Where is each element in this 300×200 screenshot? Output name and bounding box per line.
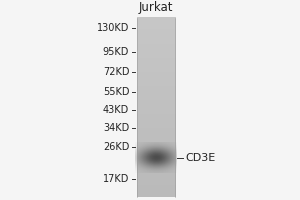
Text: 26KD: 26KD [103, 142, 129, 152]
Text: 17KD: 17KD [103, 174, 129, 184]
Text: 55KD: 55KD [103, 87, 129, 97]
Text: 72KD: 72KD [103, 67, 129, 77]
Text: 95KD: 95KD [103, 47, 129, 57]
Text: Jurkat: Jurkat [139, 1, 173, 14]
Text: 130KD: 130KD [97, 23, 129, 33]
Text: CD3E: CD3E [186, 153, 216, 163]
Text: 43KD: 43KD [103, 105, 129, 115]
Text: 34KD: 34KD [103, 123, 129, 133]
